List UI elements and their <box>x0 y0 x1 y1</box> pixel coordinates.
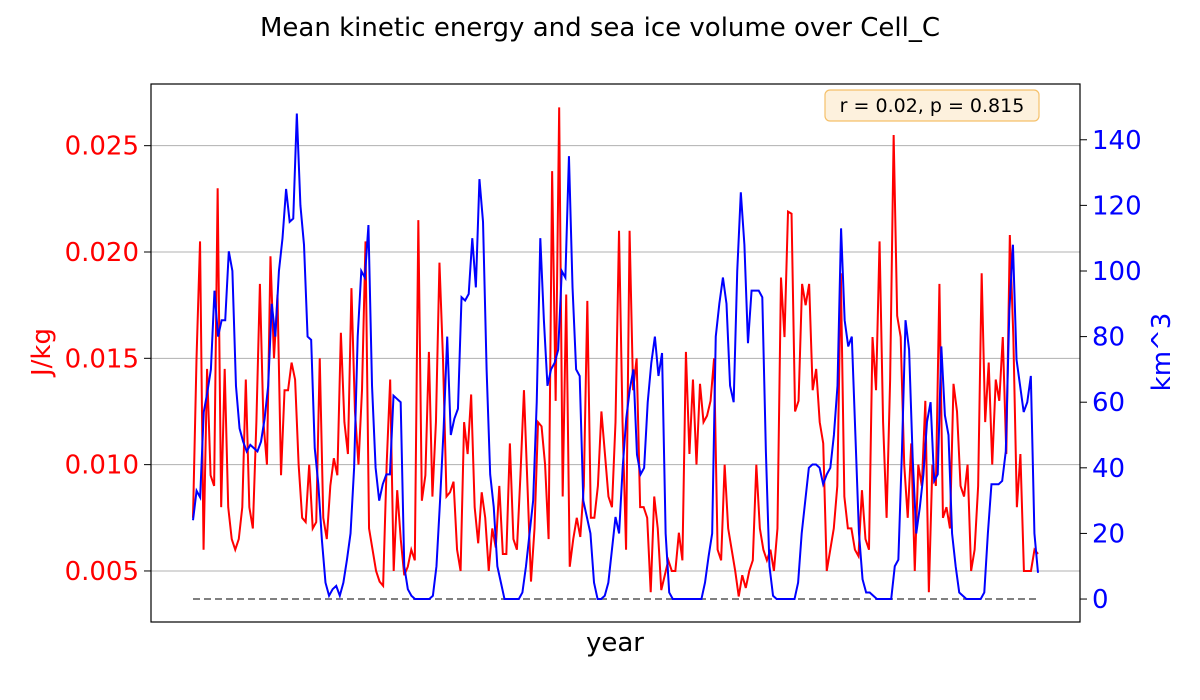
right-axis-label: km^3 <box>1147 313 1177 392</box>
right-tick-label: 0 <box>1092 585 1109 615</box>
stats-annotation: r = 0.02, p = 0.815 <box>824 89 1040 122</box>
right-tick-label: 120 <box>1092 191 1142 221</box>
right-axis-ticks: 0 20 40 60 80 100 120 140 <box>1080 126 1142 615</box>
series-line-energy <box>192 107 1039 597</box>
left-tick-label: 0.020 <box>65 238 139 268</box>
right-tick-label: 20 <box>1092 519 1125 549</box>
chart-title: Mean kinetic energy and sea ice volume o… <box>260 13 940 43</box>
right-tick-label: 40 <box>1092 454 1125 484</box>
right-tick-label: 100 <box>1092 257 1142 287</box>
plot-frame <box>150 83 1081 623</box>
gridlines <box>151 145 1080 572</box>
right-tick-label: 140 <box>1092 126 1142 156</box>
left-tick-label: 0.025 <box>65 132 139 162</box>
series-line-ice <box>192 113 1039 601</box>
left-axis-ticks: 0.005 0.010 0.015 0.020 0.025 <box>65 132 151 587</box>
left-tick-label: 0.015 <box>65 344 139 374</box>
annotation-text: r = 0.02, p = 0.815 <box>840 95 1025 117</box>
annotation-box <box>824 89 1040 122</box>
left-tick-label: 0.010 <box>65 451 139 481</box>
right-tick-label: 60 <box>1092 388 1125 418</box>
left-axis-label: J/kg <box>27 328 57 378</box>
left-tick-label: 0.005 <box>65 557 139 587</box>
right-tick-label: 80 <box>1092 323 1125 353</box>
x-axis-label: year <box>586 628 644 658</box>
